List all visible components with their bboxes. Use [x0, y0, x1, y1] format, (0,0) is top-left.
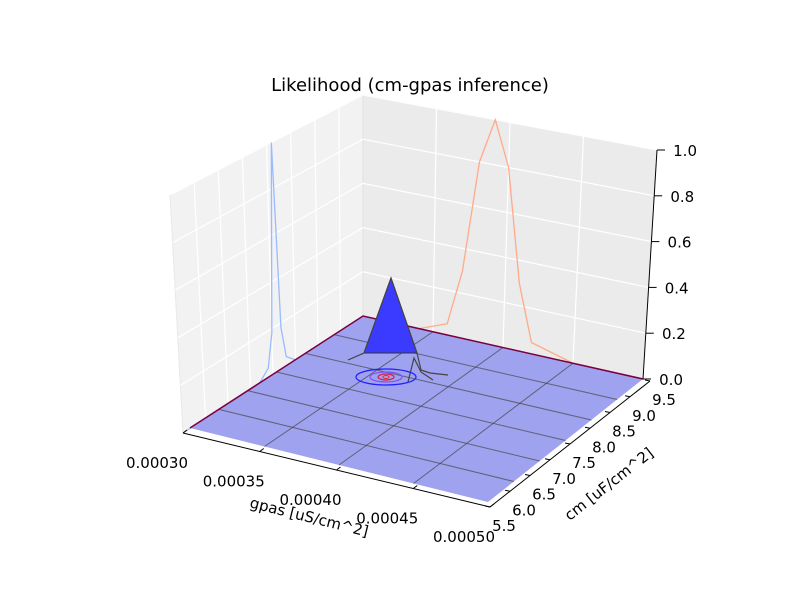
contour-outer [355, 368, 417, 386]
surface-edge-back [189, 315, 644, 429]
surface-peak-ridge [347, 276, 449, 376]
grid-line-z [180, 271, 646, 386]
contour-center [382, 375, 390, 379]
y-tick-label: 5.5 [492, 517, 516, 535]
y-tick-mark [484, 505, 491, 508]
mesh-line-x [338, 347, 504, 466]
y-tick-mark [624, 395, 631, 398]
marginal-gpas-line [362, 117, 644, 380]
grid-line-z [177, 226, 649, 339]
grid-line-z [174, 182, 652, 291]
y-tick-mark [504, 489, 511, 492]
z-ticks: 0.0 0.2 0.4 0.6 0.8 1.0 [643, 142, 697, 389]
z-tick-label: 0.8 [670, 188, 694, 206]
y-tick-mark [524, 474, 531, 476]
x-tick-mark [336, 466, 341, 471]
y-tick-mark [644, 379, 651, 382]
grid-line-x [502, 122, 511, 348]
z-tick-label: 0.4 [665, 279, 689, 297]
y-tick-mark [604, 411, 611, 413]
y-tick-label: 9.0 [632, 407, 656, 425]
grid-line-y [338, 107, 342, 331]
y-tick-label: 7.5 [572, 454, 596, 472]
z-tick-label: 0.0 [659, 371, 683, 389]
x-tick-mark [489, 503, 495, 508]
y-tick-label: 7.0 [552, 470, 576, 488]
x-tick-label: 0.00045 [356, 510, 418, 528]
y-tick-mark [564, 442, 571, 445]
likelihood-surface [189, 276, 644, 502]
y-tick-label: 8.0 [592, 438, 616, 456]
contour-inner [377, 373, 395, 381]
x-tick-label: 0.00035 [203, 473, 265, 491]
z-tick-label: 1.0 [673, 142, 697, 160]
grid-line-y [241, 157, 252, 390]
z-tick-label: 0.6 [668, 234, 692, 252]
marginal-gpas-projection [362, 117, 644, 380]
y-ticks: 5.56.06.57.07.58.08.59.09.5 [484, 379, 676, 535]
x-tick-mark [412, 485, 418, 489]
marginal-cm-line [182, 142, 364, 434]
z-axis-line [642, 149, 658, 380]
contours [355, 368, 417, 386]
grid-line-y [290, 132, 297, 360]
grid-line-x [432, 108, 438, 332]
y-tick-label: 9.5 [652, 391, 676, 409]
x-tick-label: 0.00040 [279, 491, 341, 509]
contour-mid [369, 371, 403, 383]
y-tick-label: 6.5 [532, 486, 556, 504]
marginal-cm-projection [182, 142, 364, 434]
x-ticks: 0.00030 0.00035 0.00040 0.00045 0.00050 [126, 429, 495, 546]
grid-line-y [217, 169, 229, 404]
grid-line-z [172, 138, 655, 244]
y-tick-label: 8.5 [612, 423, 636, 441]
x-tick-mark [182, 429, 188, 434]
grid-line-x [572, 136, 585, 364]
z-tick-label: 0.2 [662, 325, 686, 343]
surface-peak-ridge2 [407, 356, 434, 383]
grid-line-y [193, 182, 207, 419]
x-tick-label: 0.00030 [126, 454, 188, 472]
y-tick-label: 6.0 [512, 501, 536, 519]
x-tick-label: 0.00050 [433, 528, 495, 546]
y-tick-mark [544, 458, 551, 461]
surface-mesh [218, 331, 618, 484]
grid-line-y [314, 119, 319, 346]
x-tick-mark [259, 448, 265, 452]
grid-line-z [169, 94, 658, 196]
y-tick-mark [584, 426, 591, 429]
mesh-line-x [413, 362, 574, 484]
chart-title: Likelihood (cm-gpas inference) [271, 75, 549, 96]
